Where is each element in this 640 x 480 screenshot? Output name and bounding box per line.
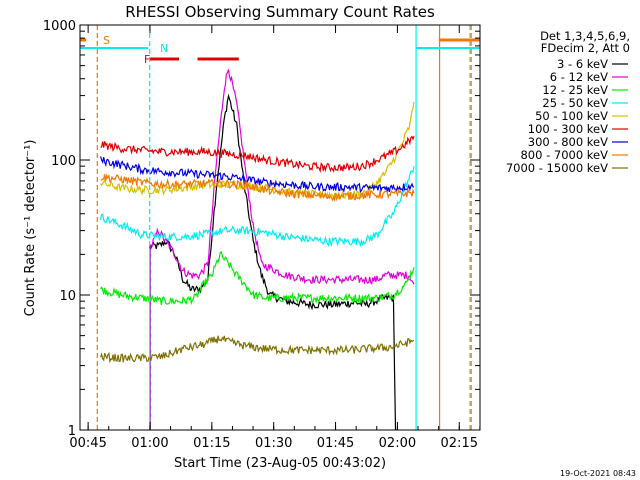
- y-axis-label: Count Rate (s⁻¹ detector⁻¹): [23, 140, 38, 317]
- series-line-7000-15000-kev: [100, 335, 415, 364]
- series-line-50-100-kev: [100, 101, 415, 201]
- series-line-12-25-kev: [100, 250, 415, 306]
- series-line-100-300-kev: [100, 135, 415, 174]
- x-tick-label: 01:45: [317, 436, 354, 451]
- plot-frame: [79, 24, 481, 431]
- legend-header-line-1: Det 1,3,4,5,6,9,: [540, 29, 630, 43]
- legend-header-line-2: FDecim 2, Att 0: [541, 41, 630, 55]
- y-tick-label: 1000: [43, 19, 76, 34]
- flag-label-n: N: [160, 42, 168, 55]
- y-tick-label: 1: [68, 424, 76, 439]
- x-axis-ticks: 00:45 01:00 01:15 01:30 01:45 02:00 02:15: [69, 25, 481, 451]
- x-tick-label: 01:00: [131, 436, 168, 451]
- x-tick-label: 01:30: [255, 436, 292, 451]
- legend-label-100-300-kev: 100 - 300 keV: [528, 122, 608, 136]
- x-tick-label: 01:15: [193, 436, 230, 451]
- series-line-6-12-kev: [149, 69, 415, 430]
- y-axis-ticks: 1 10 100 1000: [43, 19, 480, 439]
- legend-label-300-800-kev: 300 - 800 keV: [528, 135, 608, 149]
- x-axis-label: Start Time (23-Aug-05 00:43:02): [174, 456, 386, 471]
- series-layer: [100, 69, 415, 431]
- x-tick-label: 00:45: [69, 436, 106, 451]
- flag-label-f: F: [144, 53, 150, 66]
- x-tick-label: 02:15: [441, 436, 478, 451]
- series-line-25-50-kev: [100, 166, 415, 248]
- render-timestamp: 19-Oct-2021 08:43: [560, 469, 636, 478]
- legend-label-6-12-kev: 6 - 12 keV: [550, 70, 608, 84]
- legend-label-12-25-kev: 12 - 25 keV: [542, 83, 608, 97]
- series-line-300-800-kev: [100, 156, 415, 194]
- series-line-800-7000-kev: [100, 173, 415, 203]
- y-tick-label: 10: [59, 289, 76, 304]
- legend-label-800-7000-kev: 800 - 7000 keV: [520, 148, 608, 162]
- legend: Det 1,3,4,5,6,9, FDecim 2, Att 0 3 - 6 k…: [506, 29, 630, 175]
- x-tick-label: 02:00: [379, 436, 416, 451]
- legend-label-25-50-kev: 25 - 50 keV: [542, 96, 608, 110]
- legend-label-50-100-kev: 50 - 100 keV: [535, 109, 608, 123]
- series-line-3-6-kev: [149, 93, 397, 431]
- chart-title: RHESSI Observing Summary Count Rates: [125, 3, 435, 21]
- legend-label-7000-15000-kev: 7000 - 15000 keV: [506, 161, 608, 175]
- y-tick-label: 100: [51, 154, 76, 169]
- vertical-marker-layer: [96, 25, 472, 430]
- flag-bars-layer: S NF: [80, 34, 480, 66]
- legend-label-3-6-kev: 3 - 6 keV: [557, 57, 608, 71]
- flag-label-s: S: [103, 34, 110, 47]
